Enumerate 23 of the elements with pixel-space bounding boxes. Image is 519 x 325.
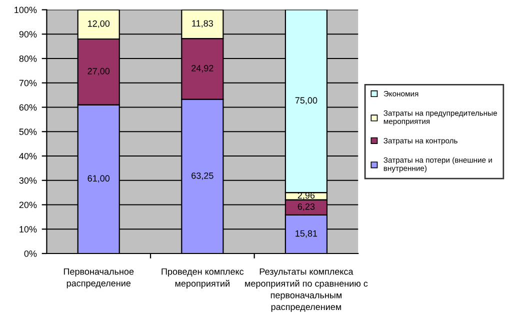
y-tick-label: 10% bbox=[20, 226, 37, 232]
x-tick-label: Проведен комплекс мероприятий bbox=[162, 268, 244, 288]
y-tick-label: 90% bbox=[19, 31, 37, 38]
y-tick-label: 80% bbox=[19, 55, 37, 62]
y-tick-label: 0% bbox=[24, 250, 37, 257]
data-label: 75,00 bbox=[295, 97, 318, 105]
y-tick-label: 50% bbox=[19, 128, 37, 135]
y-tick-label: 30% bbox=[19, 177, 37, 184]
data-label: 15,81 bbox=[296, 230, 318, 238]
y-tick-label: 20% bbox=[19, 202, 37, 208]
y-tick-label: 100% bbox=[14, 6, 37, 14]
data-label: 27,00 bbox=[88, 68, 110, 76]
data-label: 12,00 bbox=[88, 20, 110, 28]
data-label: 24,92 bbox=[192, 64, 214, 72]
x-tick-label: Результаты комплекса мероприятий по сравнению с первоначальным распределением bbox=[245, 268, 368, 312]
data-label: 11,83 bbox=[192, 20, 213, 28]
data-label: 63,25 bbox=[192, 172, 214, 180]
x-tick-label: Первоначальное распределение bbox=[64, 268, 134, 288]
data-label: 6,23 bbox=[298, 203, 315, 211]
y-tick-label: 40% bbox=[19, 152, 37, 160]
data-label: 61,00 bbox=[88, 175, 110, 183]
y-tick-label: 70% bbox=[19, 80, 37, 86]
y-tick-label: 60% bbox=[19, 104, 37, 111]
